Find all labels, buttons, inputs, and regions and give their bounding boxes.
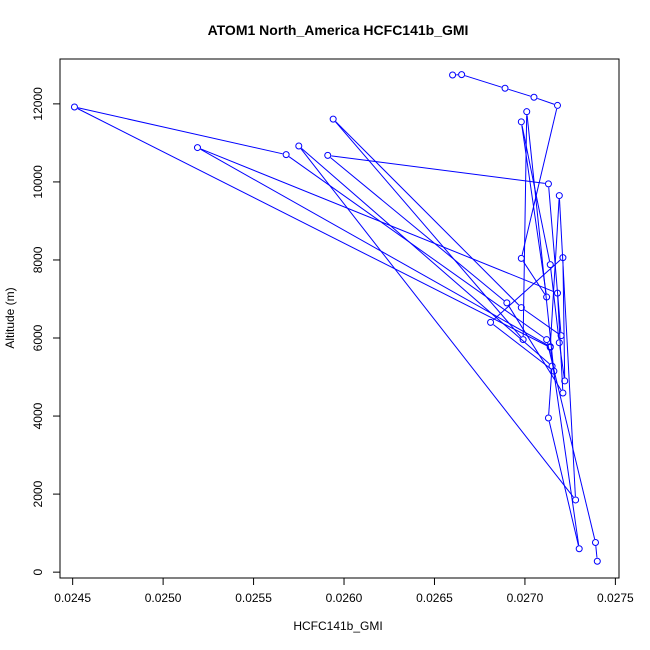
series-line-segment (493, 324, 552, 370)
y-tick-label: 6000 (31, 324, 45, 351)
data-point (519, 336, 527, 344)
data-point (591, 538, 599, 546)
series-line-segment (526, 115, 554, 368)
y-tick-label: 10000 (31, 165, 45, 199)
data-point (295, 142, 303, 150)
data-point (559, 254, 567, 262)
y-tick-label: 8000 (31, 246, 45, 273)
series-line-segment (562, 261, 566, 378)
data-point (550, 367, 558, 375)
data-point (458, 71, 466, 79)
data-point (557, 332, 565, 340)
x-tick-label: 0.0245 (54, 591, 91, 605)
x-tick-label: 0.0275 (597, 591, 634, 605)
series-line-segment (521, 125, 547, 294)
series-line-segment (492, 259, 561, 321)
series-line-segment (548, 187, 562, 333)
data-point (544, 180, 552, 188)
series-line-segment (300, 148, 574, 498)
series-line-segment (522, 261, 546, 295)
y-tick-label: 2000 (31, 480, 45, 507)
series-line-segment (558, 199, 576, 497)
data-point (593, 557, 601, 565)
series-line-segment (508, 88, 531, 97)
y-axis: 0 2000 4000 6000 8000 10000 12000 (31, 87, 61, 575)
series-line-segment (301, 148, 550, 365)
x-tick-label: 0.0265 (416, 591, 453, 605)
x-axis-label: HCFC141b_GMI (293, 619, 382, 633)
data-point (329, 115, 337, 123)
y-tick-label: 12000 (31, 87, 45, 121)
x-axis: 0.0245 0.0250 0.0255 0.0260 0.0265 0.0270 0.02… (54, 577, 634, 605)
data-point (503, 299, 511, 307)
data-point (193, 144, 201, 152)
x-tick-label: 0.0255 (235, 591, 272, 605)
data-point (561, 377, 569, 385)
data-point (449, 71, 457, 79)
data-point (517, 118, 525, 126)
series-line-segment (335, 121, 522, 338)
series-line-segment (546, 342, 596, 540)
series-line-segment (335, 121, 520, 306)
series-line-segment (77, 108, 548, 347)
series-line-segment (550, 350, 580, 546)
series-line-segment (548, 421, 579, 546)
data-point (559, 389, 567, 397)
series-line-segment (200, 148, 555, 293)
data-point (555, 192, 563, 200)
data-point (555, 339, 563, 347)
series-line-segment (548, 369, 553, 415)
series-line-segment (200, 148, 548, 346)
data-point (517, 254, 525, 262)
series-line-segment (557, 296, 564, 390)
series-line-segment (330, 157, 505, 301)
series-line-segment (288, 156, 544, 338)
data-point (546, 343, 554, 351)
series-line-segment (549, 199, 560, 344)
series-line-segment (550, 268, 560, 340)
data-point (553, 289, 561, 297)
data-point (501, 84, 509, 92)
data-point (530, 93, 538, 101)
series-line-segment (77, 107, 283, 155)
data-point (523, 108, 531, 116)
data-point (543, 336, 551, 344)
y-axis-label: Altitude (m) (3, 287, 17, 348)
series-line-segment (464, 75, 502, 88)
series-line-segment (537, 97, 555, 105)
y-tick-label: 4000 (31, 402, 45, 429)
data-point (517, 304, 525, 312)
x-tick-label: 0.0260 (326, 591, 363, 605)
plot-frame (59, 58, 620, 579)
x-tick-label: 0.0270 (507, 591, 544, 605)
chart-title: ATOM1 North_America HCFC141b_GMI (208, 22, 469, 38)
data-point (282, 151, 290, 159)
data-point (544, 414, 552, 422)
data-point (324, 151, 332, 159)
y-tick-label: 0 (31, 568, 45, 575)
series-line-segment (595, 546, 598, 558)
data-point (575, 545, 583, 553)
series-line-segment (523, 309, 559, 335)
data-point (572, 496, 580, 504)
data-point (543, 293, 551, 301)
series-line-segment (521, 108, 558, 256)
data-point (546, 261, 554, 269)
data-point (553, 101, 561, 109)
data-point (70, 103, 78, 111)
series-line-segment (521, 125, 551, 262)
series-line-segment (508, 305, 562, 391)
series-line-segment (331, 155, 545, 184)
series-line-segment (559, 346, 565, 378)
series-layer (70, 71, 601, 565)
x-tick-label: 0.0250 (145, 591, 182, 605)
data-point (487, 318, 495, 326)
